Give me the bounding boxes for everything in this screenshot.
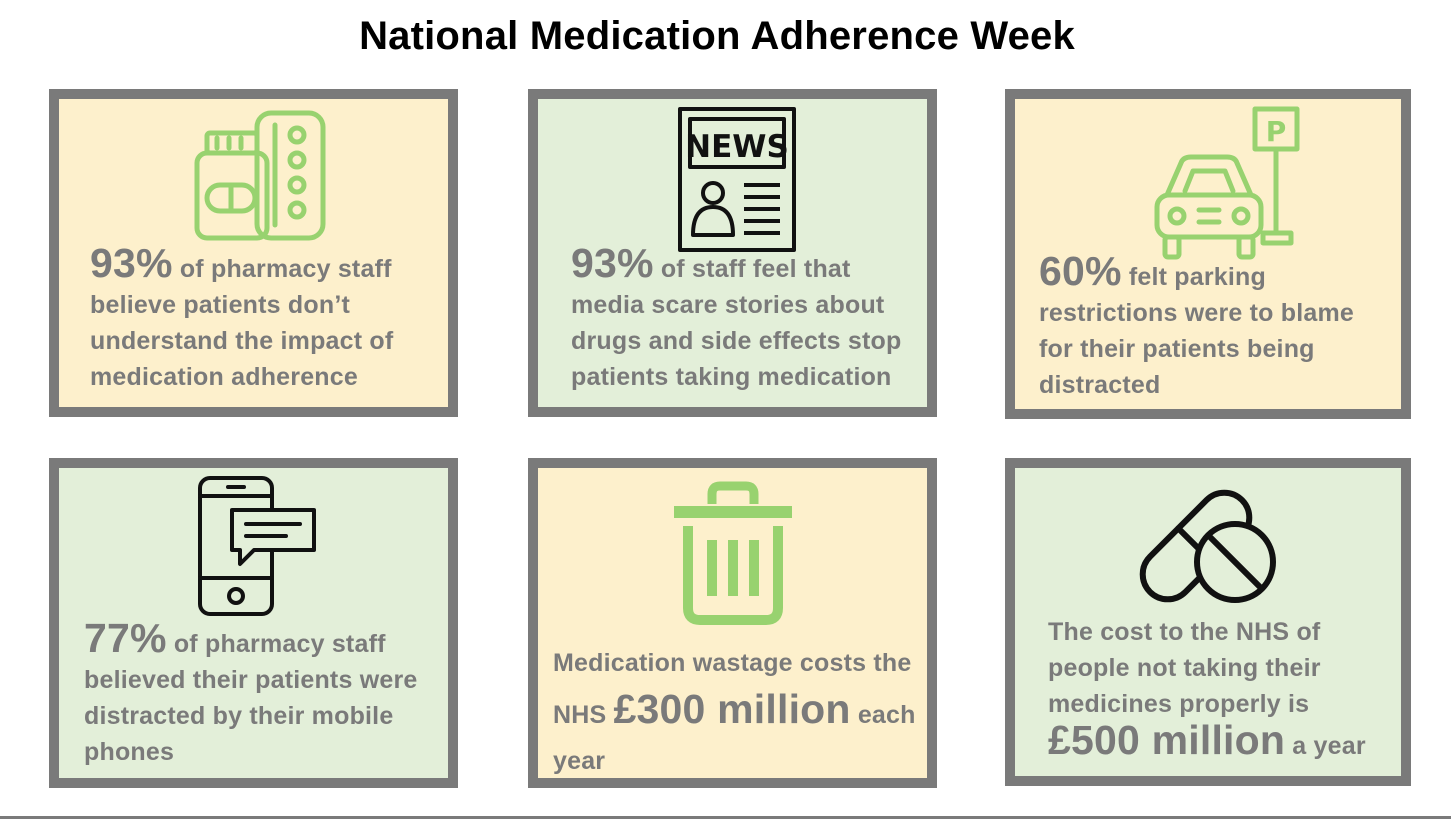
card-cost: The cost to the NHS of people not taking… [1005, 458, 1411, 786]
card-pharmacy-staff: 93% of pharmacy staff believe patients d… [49, 89, 458, 417]
stat-description: felt parking restrictions were to blame … [1039, 263, 1355, 399]
card-media-scare: NEWS 93% of staff feel that media scare … [528, 89, 937, 417]
page-title: National Medication Adherence Week [359, 14, 1075, 58]
stat-prefix: Medication wastage costs the NHS [553, 649, 912, 729]
stat-value: 60% [1039, 248, 1122, 294]
card-text: 77% of pharmacy staff believed their pat… [84, 618, 434, 770]
card-text: 93% of pharmacy staff believe patients d… [90, 243, 440, 395]
stat-suffix: a year [1292, 732, 1366, 760]
trash-bin-icon [674, 481, 792, 625]
stat-suffix: each year [553, 701, 916, 775]
car-parking-sign-icon: P [1154, 106, 1300, 260]
card-text: The cost to the NHS of people not taking… [1048, 614, 1398, 764]
medicine-jar-blister-pack-icon [194, 110, 326, 241]
stat-value: 93% [90, 240, 173, 286]
card-text: 93% of staff feel that media scare stori… [571, 243, 921, 395]
stat-prefix: The cost to the NHS of people not taking… [1048, 618, 1321, 718]
card-text: 60% felt parking restrictions were to bl… [1039, 251, 1389, 403]
card-parking: P 60% felt parking restrictions were to … [1005, 89, 1411, 419]
phone-message-icon [198, 476, 316, 616]
stat-description: of staff feel that media scare stories a… [571, 255, 902, 391]
bottom-divider [0, 816, 1451, 819]
svg-text:NEWS: NEWS [685, 129, 789, 165]
card-mobile-phones: 77% of pharmacy staff believed their pat… [49, 458, 458, 788]
pills-icon [1139, 489, 1276, 603]
stat-description: of pharmacy staff believed their patient… [84, 630, 418, 766]
stat-value: 77% [84, 615, 167, 661]
card-text: Medication wastage costs the NHS £300 mi… [553, 640, 933, 784]
newspaper-icon: NEWS [678, 107, 796, 252]
svg-text:P: P [1266, 115, 1287, 148]
stat-value: £500 million [1048, 717, 1286, 763]
stat-value: 93% [571, 240, 654, 286]
stat-value: £300 million [613, 686, 851, 732]
card-wastage: Medication wastage costs the NHS £300 mi… [528, 458, 937, 788]
stat-description: of pharmacy staff believe patients don’t… [90, 255, 394, 391]
